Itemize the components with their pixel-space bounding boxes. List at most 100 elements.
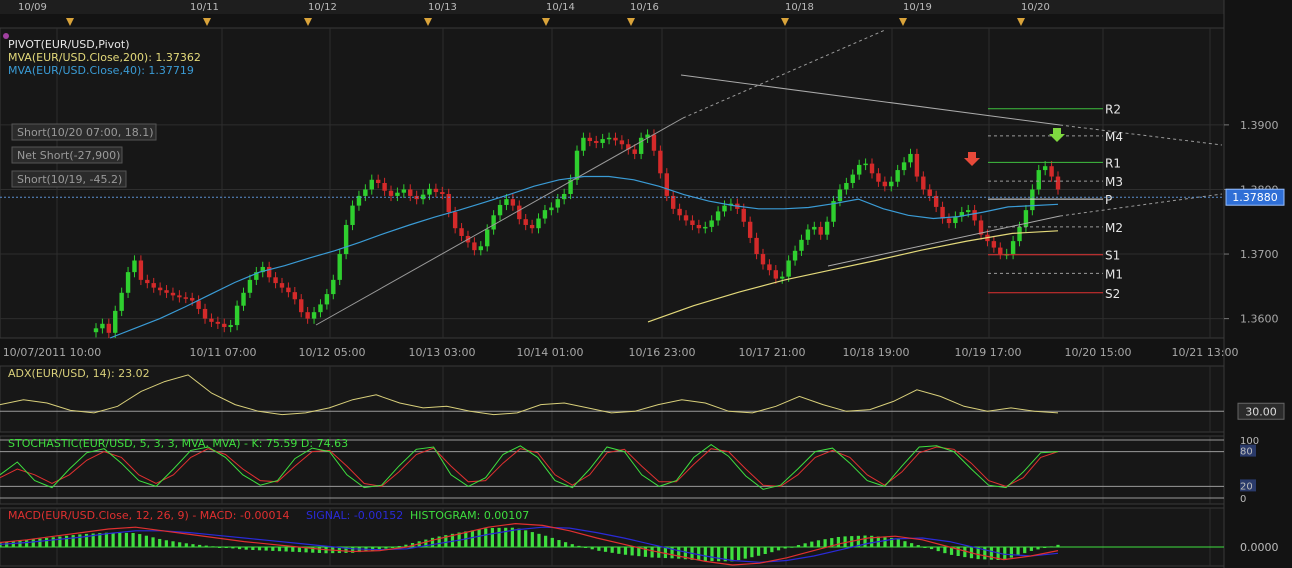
candle-body: [696, 224, 702, 229]
macd-histogram-bar: [890, 537, 894, 547]
macd-histogram-bar: [510, 527, 514, 547]
candle-body: [1030, 189, 1035, 211]
x-tick-label: 10/21 13:00: [1172, 346, 1239, 359]
top-date-label: 10/13: [428, 2, 457, 13]
macd-histogram-bar: [783, 547, 787, 549]
candle-body: [690, 220, 695, 225]
stoch-level-label: 100: [1240, 436, 1259, 447]
macd-histogram-bar: [843, 536, 847, 547]
session-marker-icon: [203, 18, 211, 26]
macd-histogram-bar: [237, 547, 242, 550]
candle-body: [632, 149, 637, 154]
candle-body: [908, 153, 913, 163]
macd-histogram-bar: [1003, 547, 1007, 560]
macd-histogram-bar: [923, 547, 927, 548]
top-date-label: 10/09: [18, 2, 47, 13]
candle-body: [978, 220, 984, 235]
macd-histogram-label: HISTOGRAM: 0.00107: [410, 509, 529, 522]
macd-histogram-bar: [191, 544, 195, 547]
macd-histogram-bar: [217, 547, 222, 548]
macd-histogram-bar: [717, 547, 721, 562]
pane-frame-0: [0, 27, 1225, 339]
y-tick-label: 1.3900: [1240, 119, 1279, 132]
candle-body: [966, 210, 971, 213]
candle-body: [517, 205, 522, 220]
macd-histogram-bar: [730, 547, 734, 562]
candle-body: [536, 218, 541, 229]
last-price-label: 1.37880: [1232, 191, 1278, 204]
candle-body: [715, 211, 721, 221]
top-date-label: 10/11: [190, 2, 219, 13]
candle-body: [388, 190, 394, 196]
macd-histogram-bar: [244, 547, 248, 550]
macd-histogram-bar: [18, 540, 22, 547]
candle-body: [812, 226, 817, 230]
candle-body: [856, 164, 862, 175]
candle-body: [927, 189, 932, 196]
macd-histogram-bar: [550, 537, 554, 547]
macd-histogram-bar: [856, 535, 860, 547]
macd-histogram-bar: [171, 541, 175, 547]
candle-body: [574, 150, 580, 180]
macd-histogram-bar: [597, 547, 601, 551]
macd-histogram-bar: [1029, 547, 1033, 551]
macd-histogram-bar: [144, 535, 148, 547]
candle-body: [780, 276, 785, 279]
macd-histogram-bar: [224, 547, 228, 548]
macd-histogram-bar: [983, 547, 987, 560]
candle-body: [671, 195, 676, 209]
candle-body: [311, 312, 317, 319]
session-marker-icon: [627, 18, 635, 26]
macd-histogram-bar: [557, 540, 561, 547]
candle-body: [299, 299, 304, 313]
candle-body: [138, 260, 144, 280]
candle-body: [331, 279, 336, 295]
macd-histogram-bar: [743, 547, 747, 559]
macd-histogram-bar: [697, 547, 701, 561]
macd-histogram-bar: [776, 547, 781, 551]
candle-body: [792, 250, 798, 261]
candle-body: [459, 228, 464, 236]
candle-body: [549, 207, 554, 211]
macd-histogram-bar: [1009, 547, 1014, 558]
candle-body: [292, 292, 298, 300]
macd-histogram-bar: [836, 536, 841, 547]
macd-histogram-bar: [956, 547, 960, 557]
mva-200-line: [647, 230, 1059, 323]
x-tick-label: 10/14 01:00: [517, 346, 584, 359]
pivot-label-m2: M2: [1105, 221, 1123, 235]
candle-body: [485, 229, 490, 247]
legend-mva-200: MVA(EUR/USD.Close,200): 1.37362: [8, 51, 201, 64]
macd-histogram-bar: [317, 547, 321, 553]
trendline-up-extension: [682, 29, 886, 119]
candle-body: [504, 199, 509, 205]
candle-body: [998, 247, 1003, 255]
session-marker-icon: [424, 18, 432, 26]
macd-histogram-bar: [816, 540, 821, 547]
macd-histogram-bar: [1036, 547, 1040, 550]
macd-histogram-bar: [58, 536, 62, 547]
macd-histogram-bar: [484, 528, 488, 547]
macd-histogram-bar: [257, 547, 262, 551]
macd-histogram-bar: [943, 547, 947, 554]
macd-histogram-bar: [524, 530, 528, 547]
macd-histogram-bar: [677, 547, 681, 559]
chart-title: PIVOT(EUR/USD,Pivot): [8, 38, 130, 51]
macd-histogram-bar: [623, 547, 628, 555]
candle-body: [279, 283, 285, 288]
candle-body: [850, 174, 855, 183]
macd-histogram-bar: [963, 547, 967, 558]
candle-body: [497, 204, 503, 216]
pivot-label-m4: M4: [1105, 130, 1123, 144]
candle-body: [760, 254, 766, 265]
macd-histogram-bar: [151, 537, 155, 547]
macd-histogram-bar: [111, 532, 115, 547]
candle-body: [921, 176, 926, 190]
macd-histogram-bar: [976, 547, 980, 560]
candle-body: [683, 215, 689, 221]
macd-histogram-bar: [490, 527, 495, 547]
stoch-d-line: [0, 446, 1059, 487]
macd-histogram-bar: [198, 544, 202, 547]
candle-body: [651, 134, 657, 151]
macd-histogram-bar: [710, 547, 714, 562]
